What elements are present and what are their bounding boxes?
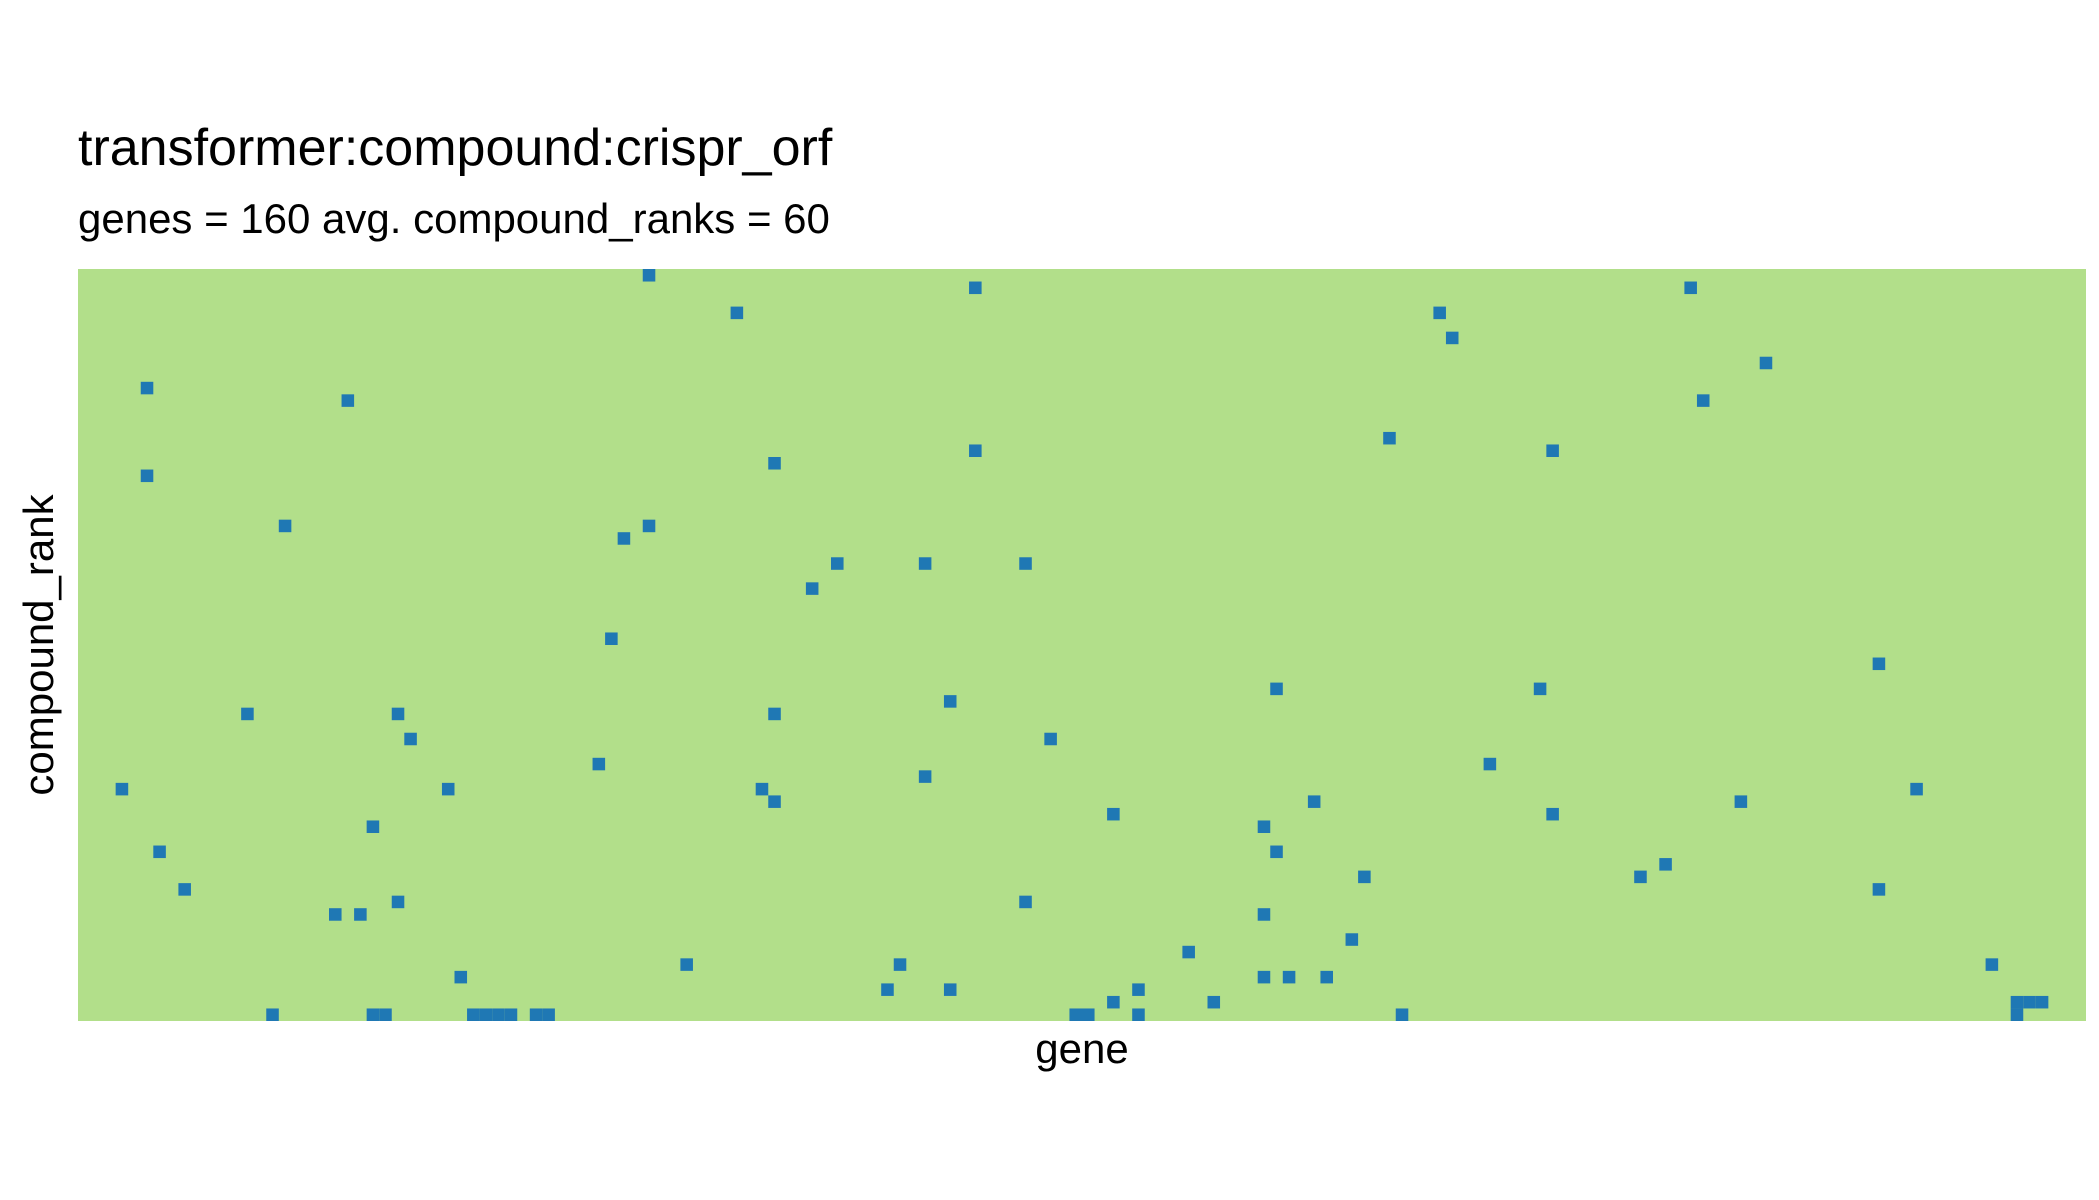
heatmap-cell [504,1008,518,1021]
heatmap-cell [617,532,631,545]
chart-subtitle: genes = 160 avg. compound_ranks = 60 [78,195,830,242]
heatmap-cell [605,632,618,645]
heatmap-cell [943,695,957,708]
heatmap-cell [893,958,907,971]
heatmap-cell [943,983,957,996]
y-axis-label-container: compound_rank [0,269,78,1021]
heatmap-cell [366,1008,380,1021]
heatmap-cell [918,770,932,783]
heatmap-cell [1634,870,1647,884]
heatmap-cell [1383,431,1396,445]
heatmap-cell [115,782,129,796]
heatmap-cell [1483,757,1497,771]
heatmap-cell [642,519,656,533]
heatmap-cell [1182,945,1195,959]
heatmap-cell [404,732,417,746]
heatmap-cell [1433,306,1446,320]
heatmap-cell [1307,795,1321,808]
heatmap-cell [1270,682,1283,696]
heatmap-cell [1546,444,1559,457]
heatmap-cell [379,1008,392,1021]
heatmap-cell [140,381,154,395]
heatmap-cell [1696,394,1710,407]
heatmap-cell [1320,970,1333,984]
heatmap-cell [969,444,982,457]
chart-title: transformer:compound:crispr_orf [78,119,833,177]
heatmap-cell [1395,1008,1409,1021]
heatmap-cell [391,707,405,721]
heatmap-cell [730,306,744,320]
heatmap-cell [1207,995,1221,1009]
heatmap-cell [1546,807,1559,821]
heatmap-cell [241,707,254,721]
heatmap-cell [1734,795,1748,808]
heatmap-cell [2035,995,2049,1009]
heatmap-cell [1257,820,1271,833]
heatmap-cell [1759,356,1773,370]
heatmap-cell [805,582,819,595]
heatmap-cell [454,970,468,984]
heatmap-cell [831,557,844,570]
heatmap-cell [529,1008,543,1021]
heatmap-cell [1082,1008,1095,1021]
heatmap-cell [1533,682,1547,696]
heatmap-cell [542,1008,555,1021]
heatmap-cell [2023,995,2036,1009]
heatmap-cell [969,281,982,295]
heatmap-cell [1019,557,1032,570]
heatmap-cell [1910,782,1923,796]
heatmap-cell [881,983,894,996]
heatmap-background [78,269,2086,1021]
heatmap-cell [1019,895,1032,909]
heatmap-cell [1358,870,1371,884]
y-axis-label: compound_rank [15,494,62,796]
heatmap-plot [78,269,2086,1021]
heatmap-cell [1044,732,1057,746]
heatmap-cell [266,1008,279,1021]
heatmap-cell [140,469,154,483]
heatmap-cell [592,757,606,771]
heatmap-cell [441,782,455,796]
heatmap-cell [467,1008,480,1021]
heatmap-cell [1132,983,1145,996]
heatmap-cell [1282,970,1296,984]
heatmap-cell [1257,970,1271,984]
heatmap-cell [1107,807,1120,821]
heatmap-cell [341,394,355,407]
heatmap-cell [492,1008,505,1021]
heatmap-cell [1445,331,1459,345]
heatmap-cell [768,707,781,721]
heatmap-cell [2010,995,2024,1009]
heatmap-cell [642,269,656,282]
heatmap-cell [1684,281,1697,295]
heatmap-cell [391,895,405,909]
heatmap-cell [918,557,932,570]
heatmap-cell [1257,908,1271,921]
heatmap-cell [1069,1008,1082,1021]
heatmap-cell [755,782,769,796]
heatmap-cell [354,908,367,921]
heatmap-cell [278,519,292,533]
heatmap-cell [1270,845,1283,859]
heatmap-cell [768,795,781,808]
heatmap-cell [2010,1008,2024,1021]
x-axis-label: gene [1035,1025,1129,1072]
heatmap-cell [1107,995,1120,1009]
heatmap-cell [1872,883,1886,896]
heatmap-cell [178,883,191,896]
heatmap-cell [1345,933,1359,946]
heatmap-cell [1872,657,1886,671]
heatmap-cell [479,1008,493,1021]
heatmap-cell [768,457,781,470]
heatmap-cell [1132,1008,1145,1021]
heatmap-cells [115,269,2049,1021]
heatmap-cell [329,908,342,921]
heatmap-cell [1985,958,1999,971]
heatmap-cell [153,845,166,859]
heatmap-cell [680,958,693,971]
heatmap-cell [366,820,380,833]
heatmap-cell [1659,858,1672,871]
